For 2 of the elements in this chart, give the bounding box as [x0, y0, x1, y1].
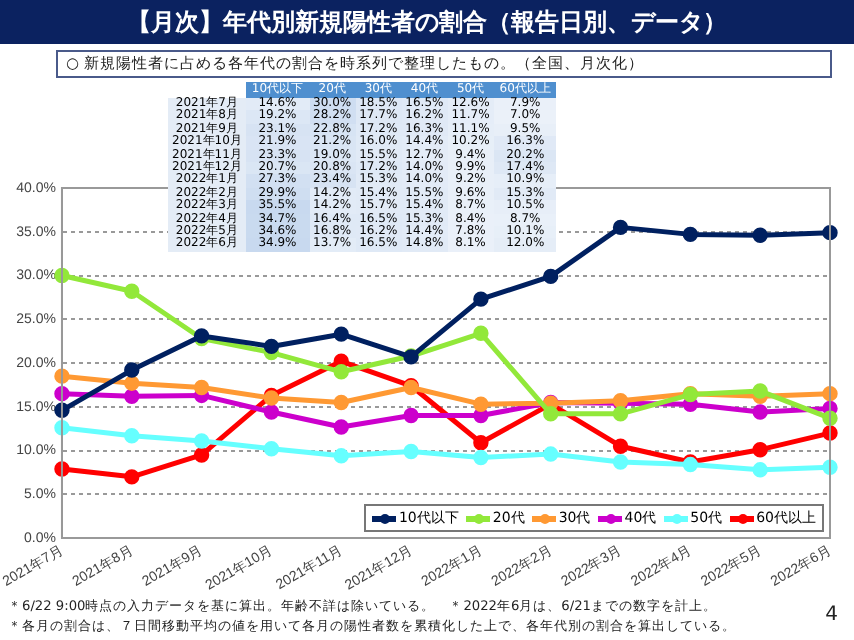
- chart-title: 【月次】年代別新規陽性者の割合（報告日別、データ）: [0, 0, 854, 44]
- text: 4: [825, 604, 838, 626]
